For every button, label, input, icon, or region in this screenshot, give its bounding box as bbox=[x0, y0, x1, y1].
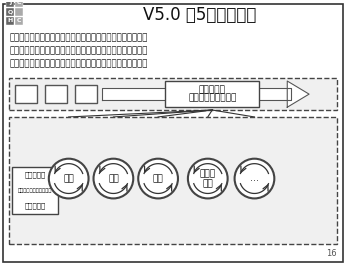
Bar bbox=[165, 81, 260, 107]
Text: 全確保」「病院感染対策」の具体的手順・プロセスも問う。: 全確保」「病院感染対策」の具体的手順・プロセスも問う。 bbox=[10, 59, 148, 68]
Bar bbox=[45, 85, 67, 103]
Circle shape bbox=[235, 159, 274, 199]
Circle shape bbox=[93, 159, 133, 199]
Bar bbox=[9, 117, 337, 244]
Text: 全体の流れ: 全体の流れ bbox=[199, 86, 226, 95]
Circle shape bbox=[49, 159, 89, 199]
Text: 投薬: 投薬 bbox=[108, 174, 119, 183]
Bar bbox=[15, 17, 23, 25]
Bar bbox=[15, 8, 23, 16]
Bar bbox=[6, 17, 14, 25]
Text: 手術・
麻酔: 手術・ 麻酔 bbox=[200, 169, 216, 188]
Text: …: … bbox=[250, 174, 259, 183]
Polygon shape bbox=[102, 88, 291, 100]
Text: Q: Q bbox=[8, 9, 13, 14]
Text: 的なケアの「実施」は各論で評価、「説明と同意」「医療安: 的なケアの「実施」は各論で評価、「説明と同意」「医療安 bbox=[10, 46, 148, 55]
Text: 「アセスメントと計画」を通して全体の流れを評価し、具体: 「アセスメントと計画」を通して全体の流れを評価し、具体 bbox=[10, 34, 148, 43]
Text: （アセスメントと計画）: （アセスメントと計画） bbox=[18, 188, 52, 193]
Text: H: H bbox=[8, 18, 13, 23]
Text: V5.0 第5領域の構成: V5.0 第5領域の構成 bbox=[143, 6, 256, 24]
Bar bbox=[15, 85, 37, 103]
Text: C: C bbox=[17, 18, 21, 23]
Bar bbox=[6, 0, 14, 7]
Text: 検査: 検査 bbox=[63, 174, 74, 183]
Bar bbox=[12, 167, 58, 214]
Text: アセスメントと計画: アセスメントと計画 bbox=[188, 94, 236, 103]
Circle shape bbox=[188, 159, 228, 199]
Text: J: J bbox=[9, 0, 11, 5]
Text: 栄養: 栄養 bbox=[153, 174, 163, 183]
Bar bbox=[9, 78, 337, 110]
Bar bbox=[15, 0, 23, 7]
Text: C: C bbox=[17, 0, 21, 5]
Text: ケアの実施: ケアの実施 bbox=[24, 202, 46, 209]
Text: 16: 16 bbox=[326, 249, 337, 258]
Bar bbox=[75, 85, 97, 103]
Text: 各論の流れ: 各論の流れ bbox=[24, 171, 46, 178]
Bar bbox=[6, 8, 14, 16]
Circle shape bbox=[138, 159, 178, 199]
Polygon shape bbox=[287, 81, 309, 107]
